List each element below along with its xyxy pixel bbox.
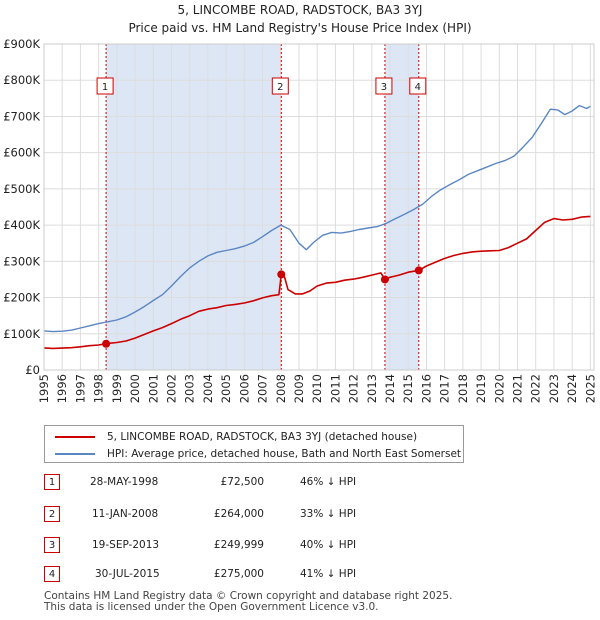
plot-border (43, 43, 595, 371)
legend-label-property: 5, LINCOMBE ROAD, RADSTOCK, BA3 3YJ (det… (107, 431, 418, 443)
x-tick-label: 2019 (474, 374, 488, 403)
series-line-property (43, 215, 591, 350)
tx-1-date: 28-MAY-1998 (90, 476, 159, 488)
transaction-box-label-3: 3 (381, 82, 387, 93)
transaction-labels: 1 2 3 4 (96, 77, 427, 95)
transaction-marker-4 (414, 266, 423, 275)
tx-2-hpi: 33% ↓ HPI (300, 508, 357, 520)
x-tick-label: 2022 (529, 374, 543, 403)
shaded-range-1 (106, 44, 282, 370)
chart-subtitle: Price paid vs. HM Land Registry's House … (128, 21, 471, 35)
x-tick-label: 2023 (547, 374, 561, 403)
tx-2-badge: 2 (44, 506, 60, 522)
shaded-periods (44, 44, 594, 370)
transaction-markers (102, 266, 423, 348)
transaction-box-label-4: 4 (415, 82, 421, 93)
x-tick-label: 2006 (237, 374, 251, 403)
x-tick-label: 2015 (401, 374, 415, 403)
x-tick-label: 2025 (583, 374, 597, 403)
x-tick-label: 2011 (328, 374, 342, 403)
x-tick-label: 2016 (419, 374, 433, 403)
x-tick-label: 2018 (456, 374, 470, 403)
tx-3-date: 19-SEP-2013 (92, 539, 160, 551)
transaction-box-label-2: 2 (277, 82, 283, 93)
y-tick-label: £300K (3, 254, 40, 268)
series-line-hpi (43, 104, 591, 333)
x-tick-label: 2010 (310, 374, 324, 403)
y-tick-label: £500K (3, 182, 40, 196)
legend-label-hpi: HPI: Average price, detached house, Bath… (107, 448, 462, 460)
grid-lines (43, 43, 594, 371)
x-tick-label: 2003 (183, 374, 197, 403)
tx-2-date: 11-JAN-2008 (92, 508, 159, 520)
y-tick-label: £800K (3, 73, 40, 87)
transaction-marker-3 (380, 275, 389, 284)
x-tick-label: 2008 (274, 374, 288, 403)
tx-1-hpi: 46% ↓ HPI (300, 476, 357, 488)
x-tick-label: 2014 (383, 374, 397, 403)
x-tick-label: 1998 (92, 374, 106, 403)
tx-1-price: £72,500 (220, 476, 264, 488)
x-axis: 1995 1996 1997 1998 1999 2000 2001 2002 2003 2004… (37, 43, 597, 403)
legend-line-hpi (55, 453, 95, 455)
legend-line-property (55, 436, 95, 438)
x-tick-label: 1999 (110, 374, 124, 403)
transaction-box-4 (409, 77, 427, 95)
x-tick-label: 2005 (219, 374, 233, 403)
x-tick-label: 2002 (164, 374, 178, 403)
x-tick-label: 2021 (511, 374, 525, 403)
transaction-marker-2 (277, 270, 286, 279)
x-tick-label: 2020 (492, 374, 506, 403)
x-tick-label: 2024 (565, 374, 579, 403)
x-tick-label: 2013 (365, 374, 379, 403)
x-tick-label: 1997 (73, 374, 87, 403)
x-tick-label: 2001 (146, 374, 160, 403)
y-axis: £0 £100K £200K £300K £400K £500K £600K £700K £80… (3, 37, 40, 377)
footer-license: This data is licensed under the Open Gov… (44, 601, 379, 613)
chart-title: 5, LINCOMBE ROAD, RADSTOCK, BA3 3YJ (178, 3, 423, 17)
x-tick-label: 2004 (201, 374, 215, 403)
series-lines (43, 104, 591, 350)
footer-copyright: Contains HM Land Registry data © Crown c… (44, 590, 453, 602)
x-tick-label: 2012 (347, 374, 361, 403)
x-tick-label: 2017 (438, 374, 452, 403)
tx-4-hpi: 41% ↓ HPI (300, 568, 357, 580)
tx-4-badge: 4 (44, 566, 60, 582)
x-tick-label: 1996 (55, 374, 69, 403)
x-tick-label: 2009 (292, 374, 306, 403)
tx-4-date: 30-JUL-2015 (95, 568, 160, 580)
tx-3-hpi: 40% ↓ HPI (300, 539, 357, 551)
x-tick-label: 1995 (37, 374, 51, 403)
transaction-box-3 (375, 77, 393, 95)
price-chart: 5, LINCOMBE ROAD, RADSTOCK, BA3 3YJ Pric… (3, 3, 597, 403)
y-tick-label: £600K (3, 146, 40, 160)
y-tick-label: £0 (25, 363, 40, 377)
transaction-marker-1 (102, 339, 111, 348)
shaded-range-2 (384, 44, 419, 370)
transaction-box-label-1: 1 (102, 82, 108, 93)
transaction-box-2 (271, 77, 289, 95)
transaction-box-1 (96, 77, 114, 95)
y-tick-label: £100K (3, 327, 40, 341)
legend-item-hpi: HPI: Average price, detached house, Bath… (55, 446, 461, 462)
y-tick-label: £200K (3, 291, 40, 305)
legend-item-property: 5, LINCOMBE ROAD, RADSTOCK, BA3 3YJ (det… (55, 429, 417, 445)
y-tick-label: £700K (3, 109, 40, 123)
tx-1-badge: 1 (44, 474, 60, 490)
legend: 5, LINCOMBE ROAD, RADSTOCK, BA3 3YJ (det… (44, 425, 464, 463)
y-tick-label: £400K (3, 218, 40, 232)
x-tick-label: 2007 (256, 374, 270, 403)
x-tick-label: 2000 (128, 374, 142, 403)
tx-4-price: £275,000 (213, 568, 264, 580)
tx-3-price: £249,999 (213, 539, 264, 551)
y-tick-label: £900K (3, 37, 40, 51)
tx-2-price: £264,000 (213, 508, 264, 520)
tx-3-badge: 3 (44, 537, 60, 553)
